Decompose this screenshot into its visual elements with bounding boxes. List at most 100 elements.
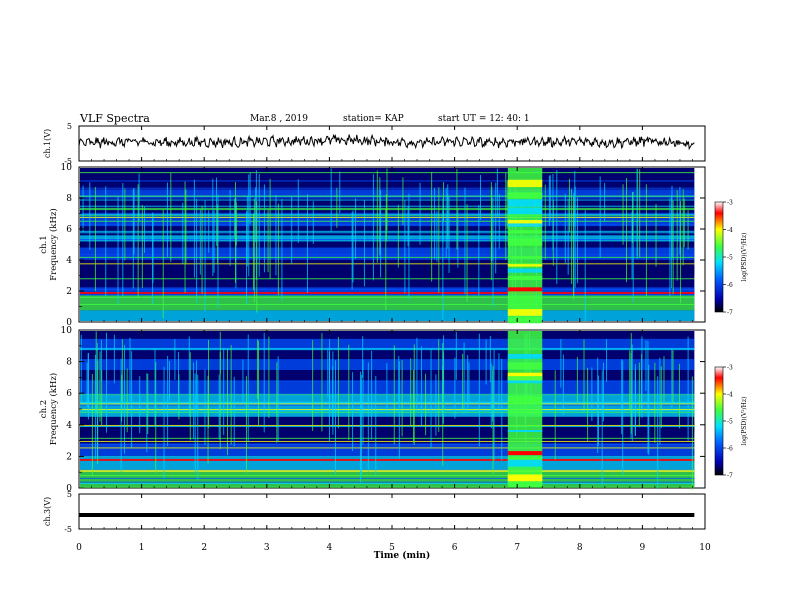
sferic-streak — [100, 339, 102, 382]
y-axis-label: Frequency (kHz) — [48, 208, 59, 280]
sferic-streak — [248, 174, 250, 277]
sferic-streak — [447, 184, 449, 249]
y-tick-label: 4 — [66, 256, 72, 266]
sferic-streak — [632, 191, 634, 302]
sferic-streak — [87, 352, 89, 420]
spectral-line — [80, 291, 695, 294]
sferic-streak — [630, 332, 632, 434]
sferic-streak — [571, 188, 573, 284]
sferic-streak — [567, 198, 569, 275]
sferic-streak — [631, 212, 633, 280]
sferic-streak — [407, 206, 409, 247]
sferic-streak — [337, 336, 339, 429]
sferic-streak — [268, 336, 270, 418]
y-tick-label: 0 — [66, 484, 72, 494]
sferic-streak — [121, 339, 123, 402]
sferic-streak — [574, 186, 576, 288]
sferic-streak — [275, 194, 277, 276]
sferic-streak — [355, 198, 357, 260]
spectral-line — [80, 349, 695, 351]
sferic-streak — [408, 193, 410, 300]
sferic-streak — [672, 200, 674, 295]
sferic-streak — [258, 340, 260, 426]
sferic-streak — [235, 182, 237, 283]
sferic-streak — [166, 182, 168, 257]
spectral-line — [80, 303, 695, 305]
sferic-streak — [416, 337, 418, 411]
sferic-streak — [438, 187, 440, 293]
sferic-streak — [330, 168, 332, 232]
y-tick-label: 8 — [66, 194, 72, 204]
sferic-streak — [218, 374, 220, 440]
spectral-line — [80, 230, 695, 232]
sferic-streak — [204, 369, 206, 446]
sferic-streak — [413, 370, 415, 443]
sferic-streak — [456, 168, 458, 250]
sferic-streak — [101, 369, 103, 426]
sferic-streak — [143, 206, 145, 254]
sferic-streak — [657, 376, 659, 489]
x-tick-label: 4 — [327, 543, 333, 553]
burst-band — [507, 179, 543, 188]
sferic-streak — [491, 186, 493, 262]
spectral-line — [80, 437, 695, 439]
sferic-streak — [277, 203, 279, 296]
spectral-line — [80, 256, 695, 258]
sferic-streak — [167, 355, 169, 446]
sferic-streak — [247, 334, 249, 443]
sferic-streak — [654, 362, 656, 443]
sferic-streak — [489, 336, 491, 383]
sferic-streak — [687, 210, 689, 250]
start-time-label: start UT = 12: 40: 1 — [438, 114, 530, 124]
sferic-streak — [591, 367, 593, 421]
burst-band — [507, 430, 543, 433]
sferic-streak — [478, 204, 480, 296]
sferic-streak — [386, 362, 388, 411]
sferic-streak — [552, 173, 554, 250]
burst-band — [507, 268, 543, 273]
date-label: Mar.8 , 2019 — [250, 114, 308, 124]
sferic-streak — [647, 340, 649, 454]
sferic-streak — [506, 180, 508, 230]
sferic-streak — [223, 347, 225, 436]
colorbar-tick-label: -3 — [727, 365, 733, 372]
sferic-streak — [362, 359, 364, 445]
x-tick-label: 3 — [264, 543, 270, 553]
sferic-streak — [645, 184, 647, 297]
y-tick-label: 5 — [67, 122, 72, 131]
sferic-streak — [99, 351, 101, 422]
sferic-streak — [312, 340, 314, 431]
sferic-streak — [242, 359, 244, 404]
burst-band — [507, 376, 543, 381]
sferic-streak — [199, 209, 201, 275]
sferic-streak — [638, 362, 640, 428]
sferic-streak — [258, 174, 260, 277]
sferic-streak — [163, 366, 165, 479]
sferic-streak — [255, 187, 257, 243]
sferic-streak — [438, 339, 440, 432]
sferic-streak — [680, 201, 682, 304]
sferic-streak — [327, 349, 329, 397]
sferic-streak — [493, 350, 495, 461]
y-tick-label: -5 — [64, 525, 72, 534]
sferic-streak — [219, 352, 221, 450]
sferic-streak — [120, 358, 122, 473]
sferic-streak — [123, 344, 125, 454]
sferic-streak — [141, 204, 143, 289]
x-tick-label: 8 — [577, 543, 583, 553]
sferic-streak — [679, 187, 681, 255]
spectral-line — [80, 239, 695, 241]
sferic-streak — [385, 209, 387, 310]
sferic-streak — [430, 348, 432, 449]
sferic-streak — [208, 210, 210, 253]
sferic-streak — [201, 205, 203, 294]
sferic-streak — [419, 182, 421, 245]
sferic-streak — [352, 372, 354, 451]
sferic-streak — [189, 352, 191, 441]
burst-band — [507, 275, 543, 281]
sferic-streak — [496, 168, 498, 218]
sferic-streak — [193, 362, 195, 440]
sferic-streak — [263, 184, 265, 273]
sferic-streak — [641, 336, 643, 418]
colorbar-tick-label: -6 — [727, 282, 733, 289]
